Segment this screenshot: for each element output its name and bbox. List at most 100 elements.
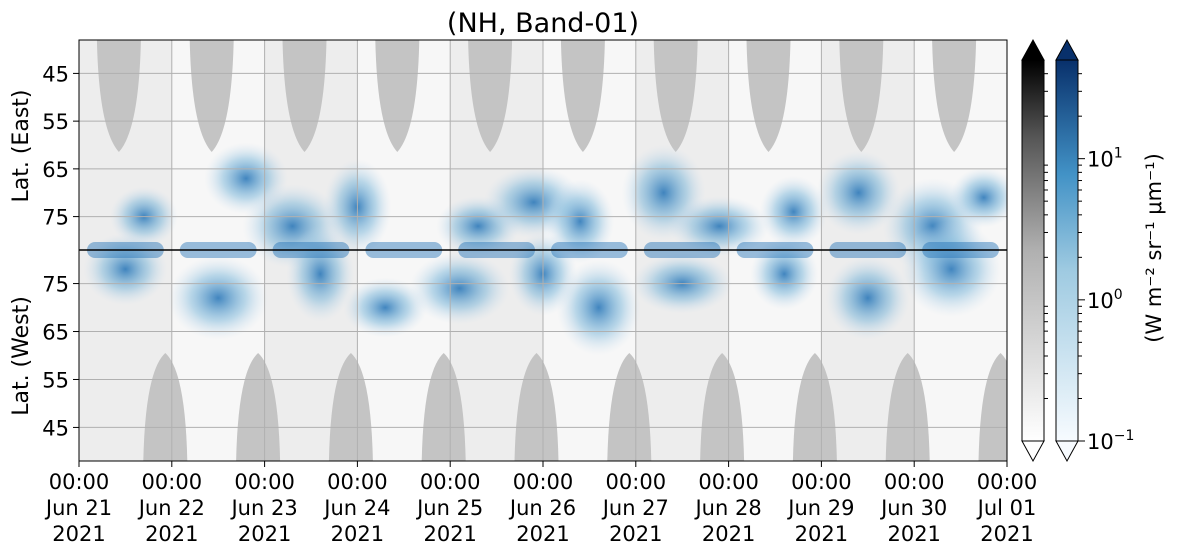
x-tick-label-line: Jun 23 [229,496,297,520]
x-tick-label-line: 2021 [516,522,569,546]
x-tick-label-line: 00:00 [606,470,667,494]
x-tick-label-line: 2021 [609,522,662,546]
no-data-lobe-top [560,40,605,152]
x-tick-label-line: 2021 [980,522,1033,546]
colorbar-tick-base: 10 [1087,430,1114,454]
x-tick-label-line: Jun 22 [137,496,205,520]
radiance-patch [759,175,828,248]
x-tick-label-line: Jun 29 [786,496,854,520]
x-tick-label-line: Jul 01 [976,496,1037,520]
x-tick-label: 00:00 Jun 23 2021 [229,470,297,546]
x-tick-label-line: 00:00 [420,470,481,494]
x-tick-label-line: 00:00 [142,470,203,494]
no-data-lobe-top [96,40,141,152]
no-data-lobe-top [932,40,977,152]
ylabel-west: Lat. (West) [9,296,34,416]
y-tick-label: 65 [42,321,69,345]
y-axis: 45 55 65 75 75 65 55 45 [42,62,79,440]
colorbar-tick-label: 101 [1087,146,1123,172]
colorbar-tick-exponent: −1 [1114,428,1135,444]
x-tick-label-line: 00:00 [327,470,388,494]
colorbar-blues-extend-bottom [1055,440,1079,463]
no-data-lobe-bottom [978,353,1007,461]
no-data-lobe-top [468,40,513,152]
no-data-lobe-bottom [421,353,466,461]
radiance-patch [83,233,168,306]
x-tick-label-line: 2021 [145,522,198,546]
x-tick-label: 00:00 Jun 26 2021 [508,470,576,546]
x-tick-label-line: 2021 [702,522,755,546]
x-tick-label-line: Jun 30 [879,496,947,520]
radiance-patch [168,255,269,340]
x-tick-label-line: 00:00 [234,470,295,494]
no-data-lobe-top [653,40,698,152]
x-tick-label: 00:00 Jun 27 2021 [601,470,669,546]
radiance-patch [949,167,1007,228]
x-tick-label-line: Jun 25 [415,496,483,520]
colorbar-greys [1021,59,1045,442]
y-tick-label: 75 [42,206,69,230]
colorbar-label: (W m⁻² sr⁻¹ μm⁻¹) [1142,153,1166,343]
no-data-lobe-bottom [607,353,652,461]
radiance-patch [669,196,770,257]
no-data-lobe-bottom [514,353,559,461]
no-data-lobe-bottom [143,353,188,461]
x-tick-label-line: 00:00 [884,470,945,494]
x-tick-label-line: 00:00 [513,470,574,494]
colorbar-greys-extend-top [1021,38,1045,61]
y-tick-label: 45 [42,416,69,440]
x-tick-label: 00:00 Jun 21 2021 [44,470,112,546]
x-tick-label-line: 00:00 [49,470,110,494]
grey-lobes [96,40,1007,461]
x-tick-label: 00:00 Jun 30 2021 [879,470,947,546]
y-tick-label: 55 [42,110,69,134]
x-tick-label: 00:00 Jul 01 2021 [976,470,1038,546]
radiance-patch [409,252,510,325]
no-data-lobe-bottom [236,353,281,461]
colorbar-tick-base: 10 [1087,289,1114,313]
x-tick-label: 00:00 Jun 25 2021 [415,470,483,546]
x-tick-label: 00:00 Jun 22 2021 [137,470,205,546]
x-tick-label-line: Jun 26 [508,496,576,520]
colorbar-tick-label: 100 [1087,287,1123,313]
no-data-lobe-bottom [792,353,837,461]
no-data-lobe-top [839,40,884,152]
y-tick-label: 55 [42,368,69,392]
radiance-patch [556,259,641,356]
no-data-lobe-bottom [328,353,373,461]
no-data-lobe-top [282,40,327,152]
radiance-patch [901,221,1002,318]
colorbar-tick-base: 10 [1087,148,1114,172]
no-data-lobe-bottom [885,353,930,461]
colorbar-tick-exponent: 0 [1114,287,1123,303]
colorbar-blues-extend-top [1055,38,1079,61]
x-tick-label: 00:00 Jun 28 2021 [693,470,761,546]
no-data-lobe-top [375,40,420,152]
y-tick-label: 45 [42,62,69,86]
no-data-lobe-bottom [700,353,745,461]
no-data-lobe-top [189,40,234,152]
x-tick-label-line: 2021 [238,522,291,546]
x-tick-label-line: 2021 [423,522,476,546]
colorbar-blues [1055,59,1079,442]
x-tick-label-line: 00:00 [791,470,852,494]
colorbar-tick-label: 10−1 [1087,428,1134,454]
x-tick-label-line: 2021 [795,522,848,546]
colorbar-tick-exponent: 1 [1114,146,1123,162]
x-tick-label-line: 2021 [887,522,940,546]
radiance-patch [750,237,819,310]
radiance-patch [816,150,901,235]
x-tick-label: 00:00 Jun 29 2021 [786,470,854,546]
x-tick-label-line: Jun 27 [601,496,669,520]
x-tick-label-line: 00:00 [977,470,1038,494]
radiance-patch [343,277,428,338]
chart-title: (NH, Band-01) [447,8,639,39]
x-tick-label-line: Jun 21 [44,496,112,520]
colorbar-greys-extend-bottom [1021,440,1045,463]
y-tick-label: 65 [42,158,69,182]
x-tick-label-line: 00:00 [698,470,759,494]
radiance-patch [825,255,910,340]
